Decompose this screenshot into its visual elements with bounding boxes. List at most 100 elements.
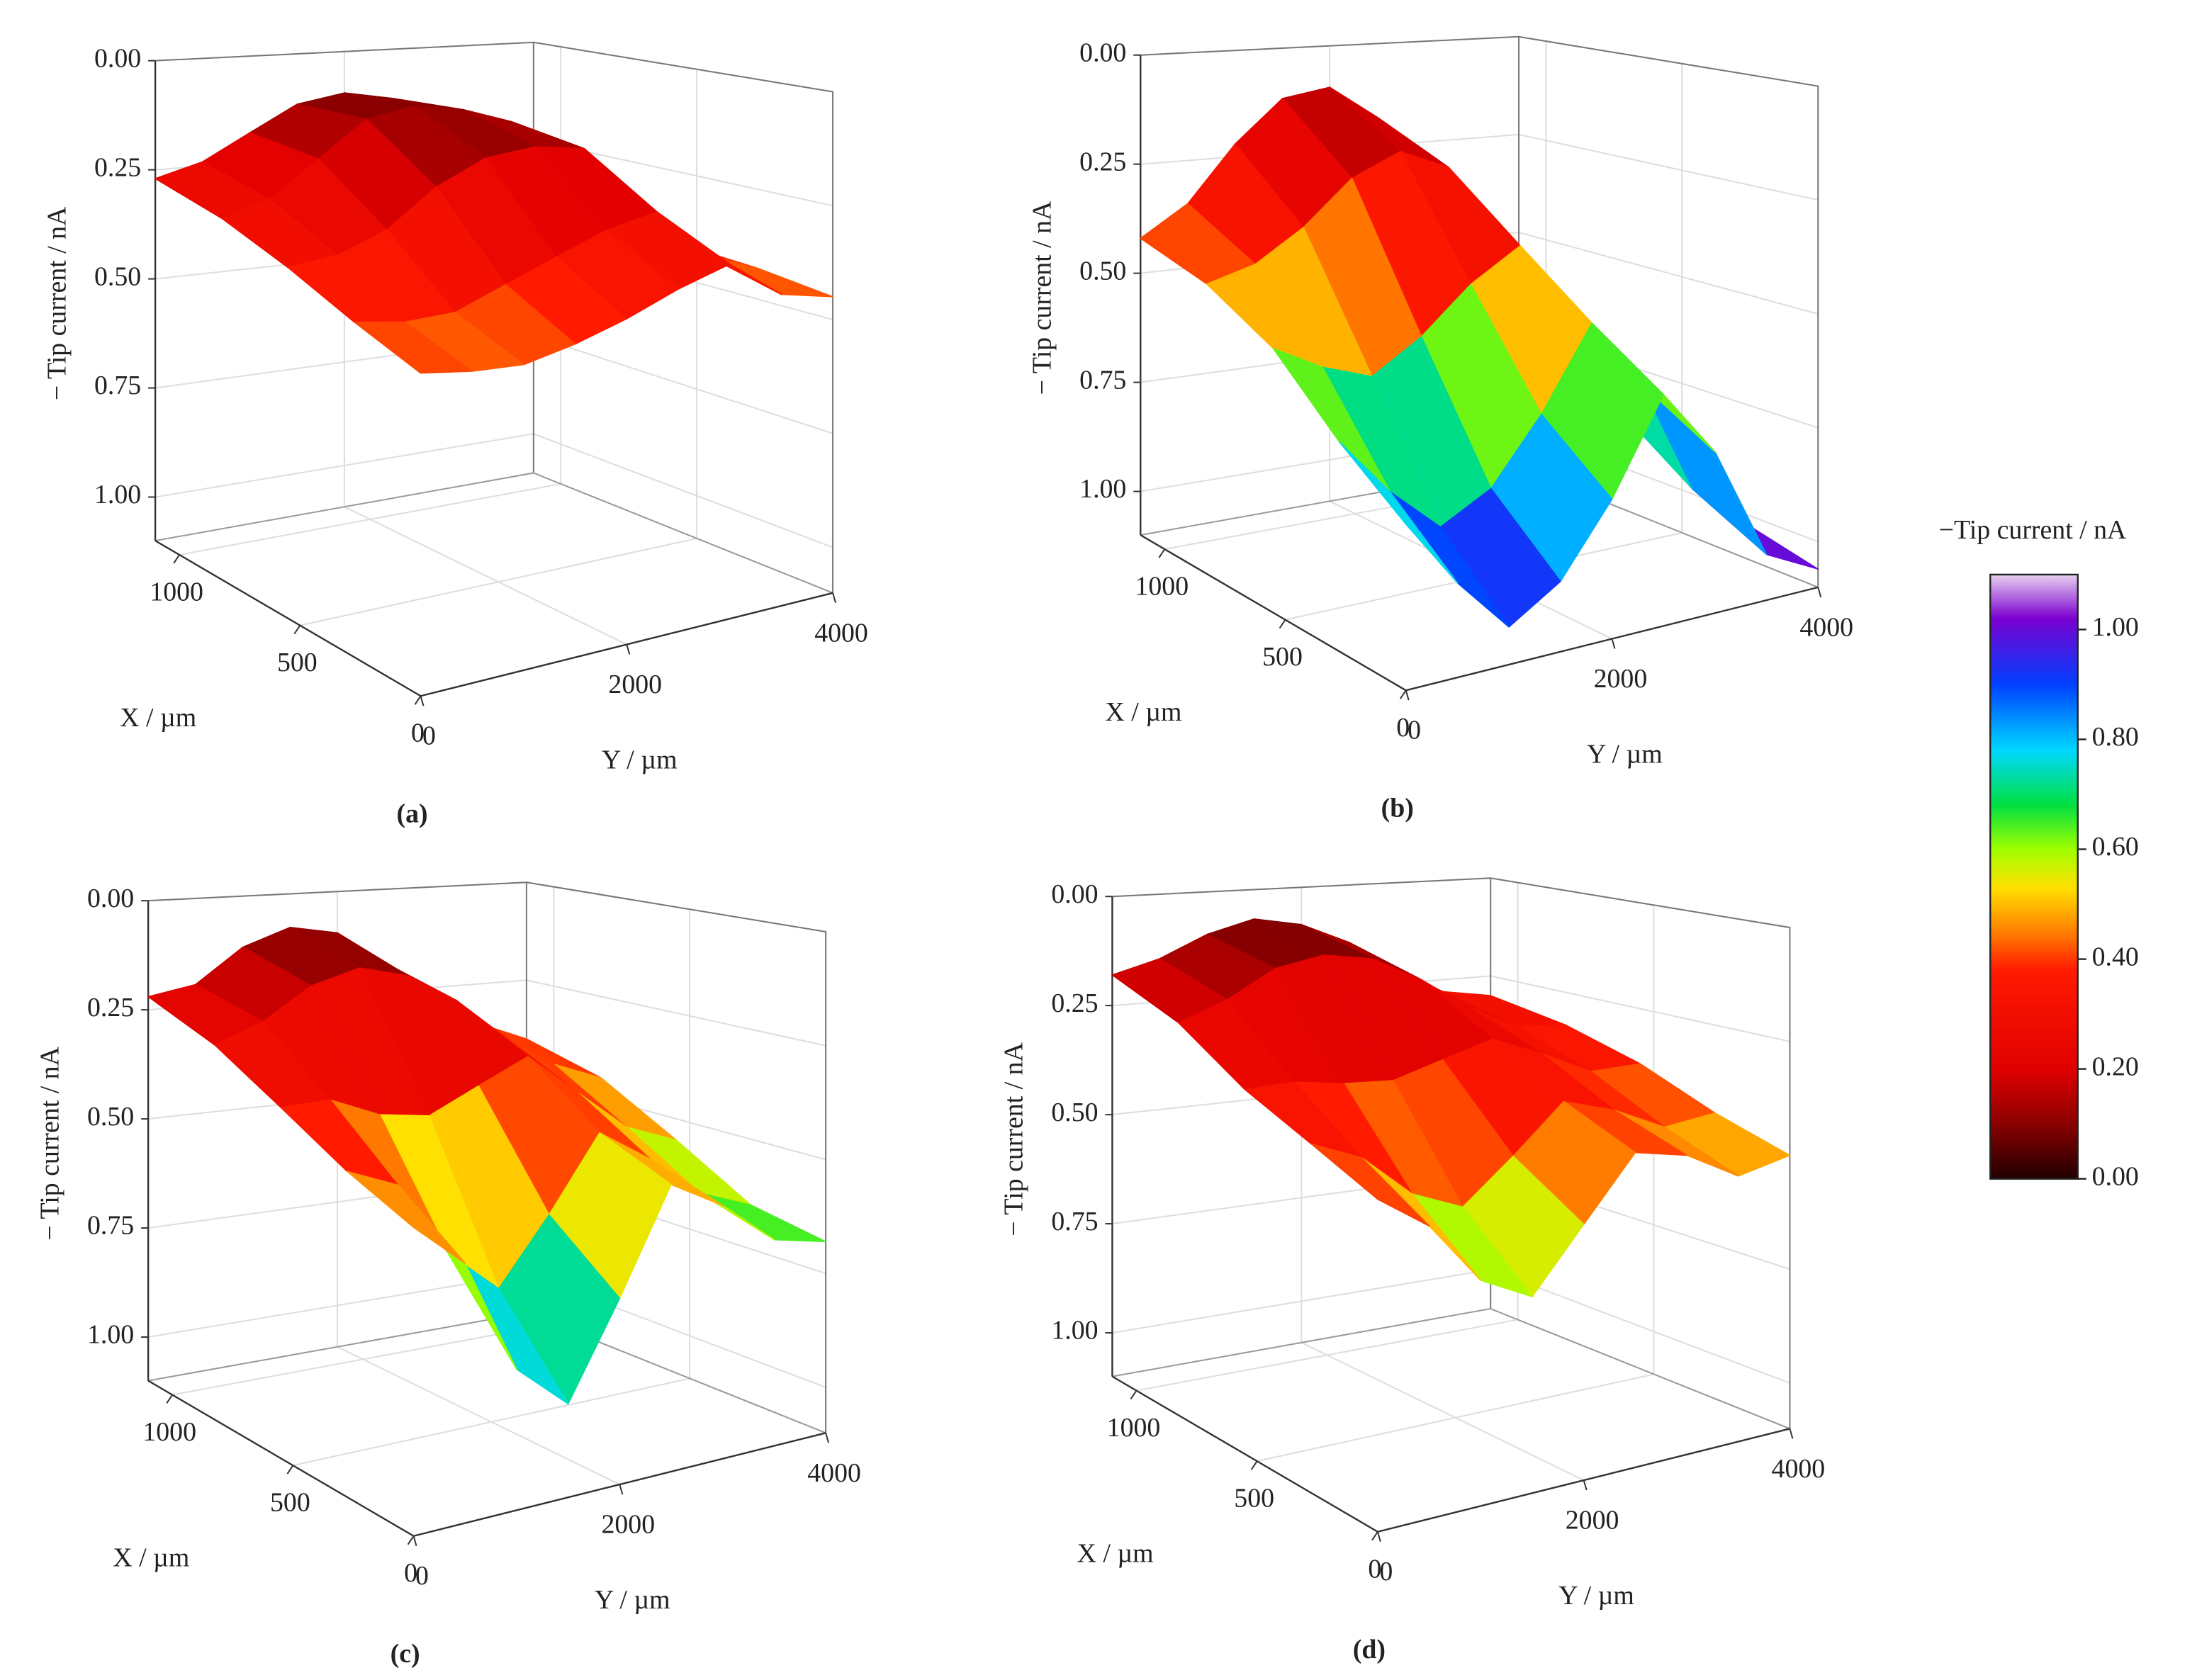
x-axis — [1140, 534, 1407, 692]
x-tick-label: 500 — [270, 1488, 310, 1518]
tick-mark — [1611, 638, 1616, 649]
tick-mark — [619, 1484, 624, 1495]
y-tick-label: 0 — [422, 721, 436, 751]
z-tick-label: 0.00 — [1079, 38, 1126, 67]
box-edge — [155, 41, 834, 593]
x-tick-label: 1000 — [150, 577, 203, 607]
z-tick-label: 0.75 — [94, 371, 141, 400]
z-tick-label: 0.25 — [1079, 147, 1126, 176]
panel-label: (a) — [397, 799, 428, 828]
y-tick-label: 4000 — [814, 618, 868, 648]
z-axis-label: − Tip current / nA — [1028, 201, 1057, 395]
x-axis-label: X / µm — [120, 703, 196, 733]
x-tick-label: 0 — [1396, 713, 1410, 743]
tick-mark — [1399, 689, 1407, 699]
y-tick-label: 0 — [415, 1561, 429, 1591]
y-tick-label: 0 — [1408, 716, 1421, 745]
y-tick-label: 2000 — [601, 1510, 655, 1540]
colorbar-tick-label: 0.40 — [2092, 942, 2139, 971]
tick-mark — [1817, 587, 1822, 598]
x-axis — [155, 540, 422, 697]
tick-mark — [832, 592, 837, 604]
x-tick-label: 0 — [411, 718, 425, 748]
z-axis-label: − Tip current / nA — [999, 1042, 1029, 1236]
y-tick-label: 4000 — [807, 1458, 861, 1488]
panel-label: (c) — [391, 1639, 420, 1669]
x-tick-label: 1000 — [1135, 572, 1189, 602]
z-tick-label: 0.75 — [1079, 365, 1126, 395]
panel: 0.00 0.25 0.50 0.75 1.00 0 500 1000 0 2000 4000 X /… — [999, 877, 1826, 1664]
tick-mark — [626, 644, 631, 655]
panel-label: (b) — [1381, 793, 1414, 823]
x-axis-label: X / µm — [1105, 697, 1181, 727]
surface-patch — [1339, 441, 1459, 584]
z-tick-label: 0.00 — [94, 43, 141, 73]
z-tick-label: 0.25 — [1051, 988, 1098, 1018]
tick-mark — [1279, 619, 1286, 629]
tick-mark — [293, 625, 301, 635]
panel: 0.00 0.25 0.50 0.75 1.00 0 500 1000 0 2000 4000 X /… — [42, 41, 868, 828]
panel: 0.00 0.25 0.50 0.75 1.00 0 500 1000 0 2000 4000 X /… — [1028, 35, 1853, 823]
tick-mark — [407, 1535, 415, 1545]
x-tick-label: 500 — [1262, 642, 1303, 672]
x-axis — [1111, 1375, 1378, 1533]
z-tick-label: 0.75 — [1051, 1207, 1098, 1236]
colorbar-tick-label: 0.80 — [2092, 722, 2139, 752]
tick-mark — [420, 695, 425, 706]
colorbar-tick-label: 1.00 — [2092, 612, 2139, 642]
z-axis-label: − Tip current / nA — [35, 1046, 64, 1240]
x-tick-label: 1000 — [142, 1417, 196, 1447]
grid-line — [155, 41, 833, 93]
z-tick-label: 0.00 — [87, 884, 134, 913]
grid-line — [1140, 35, 1819, 87]
tick-mark — [1583, 1479, 1588, 1491]
surface-patch — [1641, 383, 1768, 556]
tick-mark — [173, 554, 180, 564]
tick-mark — [825, 1433, 830, 1443]
tick-mark — [1371, 1531, 1378, 1541]
panel-label: (d) — [1353, 1635, 1386, 1664]
y-axis-label: Y / µm — [1587, 740, 1663, 769]
colorbar-tick-label: 0.20 — [2092, 1052, 2139, 1081]
z-tick-label: 0.00 — [1051, 879, 1098, 909]
x-axis-label: X / µm — [1077, 1538, 1154, 1568]
box-edge — [147, 1312, 826, 1434]
y-tick-label: 2000 — [608, 670, 662, 699]
grid-line — [148, 881, 826, 932]
box-edge — [148, 881, 827, 1433]
surface-patch — [354, 321, 473, 374]
panel: 0.00 0.25 0.50 0.75 1.00 0 500 1000 0 2000 4000 X /… — [35, 881, 861, 1669]
z-tick-label: 1.00 — [1079, 474, 1126, 504]
tick-mark — [286, 1465, 294, 1475]
x-tick-label: 500 — [277, 648, 318, 677]
tick-mark — [1158, 548, 1166, 558]
box-edge — [1112, 1307, 1790, 1430]
x-tick-label: 500 — [1234, 1484, 1274, 1513]
colorbar-title: −Tip current / nA — [1939, 515, 2127, 545]
box-edge — [1140, 35, 1819, 587]
x-tick-label: 0 — [404, 1558, 417, 1588]
colorbar — [1989, 573, 2079, 1180]
z-tick-label: 0.25 — [94, 152, 141, 182]
tick-mark — [412, 1535, 417, 1546]
z-tick-label: 1.00 — [87, 1320, 134, 1350]
x-axis — [147, 1380, 415, 1537]
surface-patch — [1310, 1143, 1430, 1227]
z-tick-label: 1.00 — [94, 480, 141, 509]
tick-mark — [1250, 1460, 1258, 1470]
z-tick-label: 0.75 — [87, 1211, 134, 1241]
x-axis-label: X / µm — [113, 1543, 189, 1572]
y-tick-label: 0 — [1379, 1557, 1393, 1586]
y-tick-label: 4000 — [1772, 1454, 1826, 1484]
tick-mark — [166, 1394, 173, 1404]
tick-mark — [1376, 1531, 1381, 1543]
surface-patch — [347, 1171, 466, 1264]
surface-patch — [700, 1193, 826, 1243]
box-edge — [155, 472, 833, 594]
y-axis-label: Y / µm — [595, 1585, 670, 1615]
y-tick-label: 2000 — [1566, 1506, 1619, 1535]
box-edge — [1112, 877, 1791, 1429]
grid-line — [155, 433, 833, 548]
